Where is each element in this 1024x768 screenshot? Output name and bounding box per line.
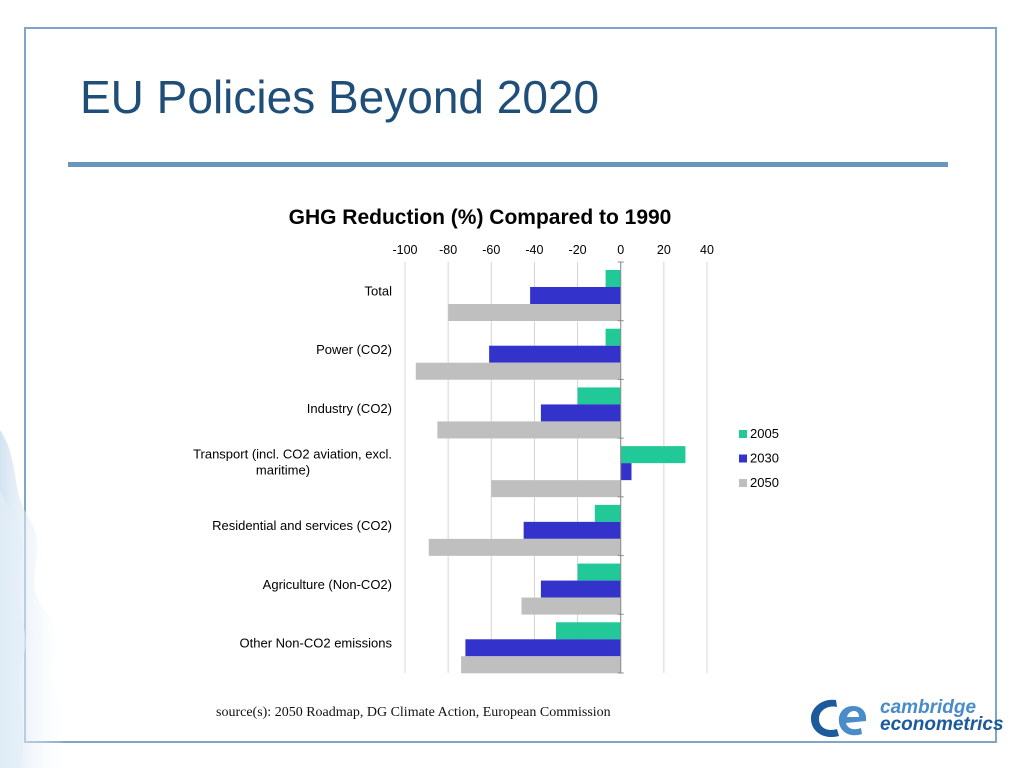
legend-swatch-2030 xyxy=(739,454,747,463)
category-label-4: Residential and services (CO2) xyxy=(212,518,392,533)
bar-2005-4 xyxy=(594,504,621,522)
legend-swatch-2050 xyxy=(739,479,747,487)
category-label-3-line-1: maritime) xyxy=(256,463,310,478)
x-tick-label-2: -60 xyxy=(482,243,500,257)
legend-label-2050: 2050 xyxy=(750,475,779,490)
logo-text-cambridge: cambridge xyxy=(880,697,977,718)
bar-2005-0 xyxy=(605,270,621,287)
bar-2050-6 xyxy=(461,656,621,674)
bar-2050-3 xyxy=(491,480,621,498)
bar-2005-2 xyxy=(577,387,621,405)
bar-2030-1 xyxy=(489,345,621,363)
title-divider xyxy=(68,162,948,167)
category-label-3-line-0: Transport (incl. CO2 aviation, excl. xyxy=(193,447,392,462)
bar-2050-0 xyxy=(448,304,621,321)
bar-2005-1 xyxy=(605,328,621,346)
x-tick-label-5: 0 xyxy=(617,243,624,257)
category-label-0: Total xyxy=(365,283,393,298)
category-label-1: Power (CO2) xyxy=(316,342,392,357)
legend-label-2005: 2005 xyxy=(750,426,779,441)
bar-2005-5 xyxy=(577,563,621,581)
bar-2030-0 xyxy=(530,287,621,304)
logo-text-econometrics: econometrics xyxy=(880,714,1004,735)
x-tick-label-7: 40 xyxy=(700,243,714,257)
legend-swatch-2005 xyxy=(739,430,747,438)
x-tick-label-3: -40 xyxy=(525,243,543,257)
bar-2030-5 xyxy=(540,580,621,598)
category-label-6: Other Non-CO2 emissions xyxy=(240,636,393,651)
bar-2050-4 xyxy=(428,538,621,556)
x-tick-label-6: 20 xyxy=(657,243,671,257)
decorative-texture xyxy=(0,430,70,768)
x-tick-label-0: -100 xyxy=(392,243,417,257)
bar-2030-2 xyxy=(540,404,621,422)
bar-2030-4 xyxy=(523,521,621,539)
bar-2050-2 xyxy=(437,421,621,439)
x-tick-label-1: -80 xyxy=(439,243,457,257)
source-note: source(s): 2050 Roadmap, DG Climate Acti… xyxy=(216,705,611,720)
category-label-2: Industry (CO2) xyxy=(307,401,392,416)
bar-2050-5 xyxy=(521,597,621,615)
slide-frame xyxy=(24,27,997,743)
x-tick-label-4: -20 xyxy=(569,243,587,257)
bar-2005-6 xyxy=(556,622,621,640)
bar-2005-3 xyxy=(620,446,686,464)
slide-title: EU Policies Beyond 2020 xyxy=(80,71,600,123)
bar-2050-1 xyxy=(415,362,621,380)
cambridge-econometrics-logo: cambridge econometrics xyxy=(806,694,1004,742)
category-label-5: Agriculture (Non-CO2) xyxy=(263,577,392,592)
chart-title: GHG Reduction (%) Compared to 1990 xyxy=(289,206,672,229)
ce-logo-mark-icon xyxy=(810,699,867,738)
bar-2030-3 xyxy=(620,463,632,481)
bar-2030-6 xyxy=(465,639,621,657)
legend-label-2030: 2030 xyxy=(750,451,779,466)
